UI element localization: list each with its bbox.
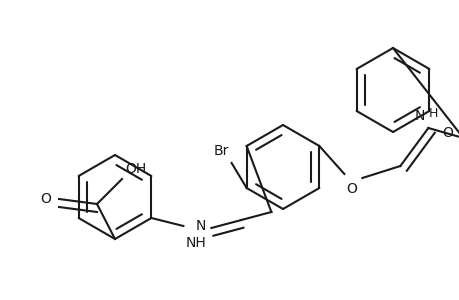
Text: NH: NH — [185, 236, 206, 250]
Text: OH: OH — [125, 162, 146, 176]
Text: O: O — [442, 126, 452, 140]
Text: O: O — [40, 192, 51, 206]
Text: O: O — [346, 182, 357, 196]
Text: Br: Br — [213, 144, 228, 158]
Text: N: N — [196, 219, 206, 233]
Text: N: N — [414, 109, 425, 123]
Text: H: H — [428, 107, 437, 120]
